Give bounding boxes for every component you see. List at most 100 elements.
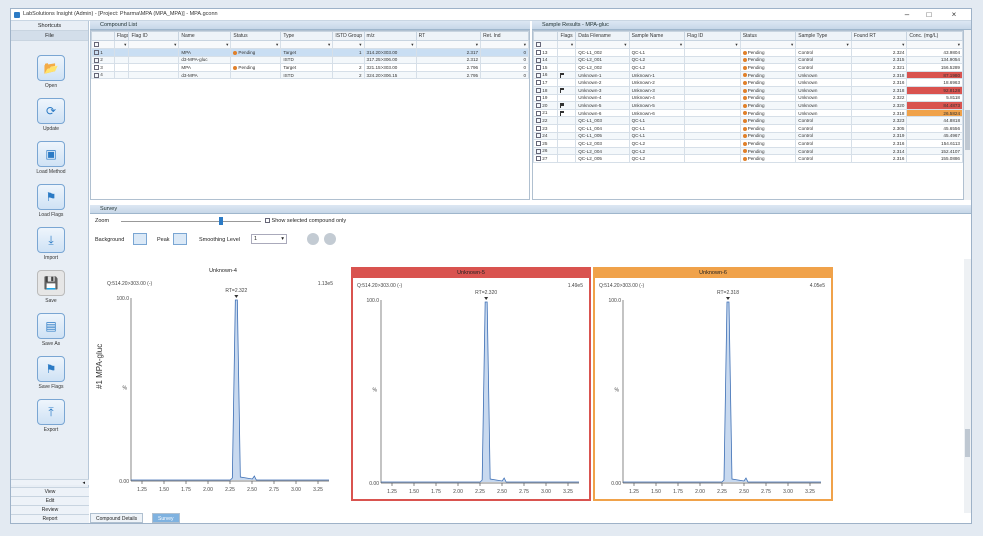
table-row[interactable]: 27 QC-L2_005 QC-L2 Pending Control 2.316 155.0… [533, 154, 963, 163]
table-row[interactable]: 16 Unknown-1 Unknown-1 Pending Unknown 2.318 8… [533, 70, 963, 80]
table-row[interactable]: 18 Unknown-3 Unknown-3 Pending Unknown 2.318 9… [533, 85, 963, 95]
table-cell: 44.8818 [906, 116, 963, 125]
results-scrollbar[interactable] [964, 30, 971, 200]
peak-marker [234, 295, 239, 298]
side-tab-report[interactable]: Report [11, 514, 89, 523]
zoom-handle[interactable] [219, 217, 223, 225]
column-header[interactable]: Data Filename [575, 31, 630, 41]
column-header[interactable]: Flags [113, 31, 130, 41]
chromatogram-unknown-4[interactable]: Unknown-4 Q:514.20>303.00 (-) 1.13e5 RT=2.3… [103, 267, 343, 508]
shortcuts-tab[interactable]: Shortcuts [11, 21, 88, 31]
peak-toggle[interactable] [173, 233, 187, 245]
table-row[interactable]: 24 QC-L1_005 QC-L1 Pending Control 2.319 45.49… [533, 131, 963, 141]
side-button-load-method[interactable]: ▣ Load Method [31, 141, 71, 175]
tab-survey[interactable]: Survey [152, 513, 180, 523]
column-header[interactable]: Type [280, 31, 334, 41]
filter-cell[interactable] [533, 40, 559, 49]
table-row[interactable]: 21 Unknown-6 Unknown-6 Pending Unknown 2.318 2… [533, 108, 963, 118]
table-row[interactable]: 19 Unknown-4 Unknown-4 Pending Unknown 2.322 5… [533, 93, 963, 103]
filter-cell[interactable]: ▾ [178, 40, 232, 49]
filter-cell[interactable]: ▾ [739, 40, 797, 49]
table-row[interactable]: 20 Unknown-5 Unknown-5 Pending Unknown 2.320 8… [533, 101, 963, 110]
table-row[interactable]: 26 QC-L2_004 QC-L2 Pending Control 2.314 152.4… [533, 146, 963, 156]
table-row[interactable]: 15 QC-L2_002 QC-L2 Pending Control 2.321 156.5… [533, 63, 963, 72]
filter-cell[interactable]: ▾ [280, 40, 334, 49]
side-button-update[interactable]: ⟳ Update [31, 98, 71, 132]
chromatogram-unknown-5[interactable]: Unknown-5 Q:514.20>303.00 (-) 1.49e5 RT=2.3… [351, 267, 591, 510]
column-header[interactable]: Name [178, 31, 232, 41]
table-row[interactable]: 3 MPA Pending Target 2 321.15>303.00 2.796 0 [91, 63, 529, 72]
show-selected-checkbox[interactable]: Show selected compound only [265, 218, 346, 224]
filter-cell[interactable]: ▾ [332, 40, 365, 49]
y-max-label: 100.0 [116, 296, 129, 302]
tab-compound-details[interactable]: Compound Details [90, 513, 144, 523]
column-header[interactable]: Conc. (mg/L) [906, 31, 963, 41]
column-header[interactable]: RT [415, 31, 482, 41]
column-header[interactable]: Flag ID [684, 31, 741, 41]
collapse-icon[interactable]: ◂ [11, 479, 89, 486]
column-header[interactable]: Status [230, 31, 282, 41]
table-row[interactable]: 22 QC-L1_003 QC-L1 Pending Control 2.323 44.88… [533, 116, 963, 125]
compound-list-title: Compound List [100, 22, 137, 28]
column-header[interactable]: Ret. Ind [480, 31, 529, 41]
filter-cell[interactable]: ▾ [575, 40, 630, 49]
zoom-slider[interactable] [121, 221, 261, 222]
filter-cell[interactable]: ▾ [906, 40, 963, 49]
column-header[interactable]: Sample Type [795, 31, 852, 41]
side-button-import[interactable]: ⤓ Import [31, 227, 71, 261]
column-header[interactable]: Flags [557, 31, 577, 41]
minimize-icon[interactable]: – [904, 10, 910, 19]
table-row[interactable]: 4 d3-MPA ISTD 2 324.20>306.15 2.795 0 [91, 70, 529, 80]
column-header[interactable]: Sample Name [628, 31, 686, 41]
column-header[interactable] [533, 31, 559, 41]
file-tab[interactable]: File [11, 31, 88, 41]
side-button-save-flags[interactable]: ⚑ Save Flags [31, 356, 71, 390]
side-tab-edit[interactable]: Edit [11, 496, 89, 505]
table-row[interactable]: 13 QC-L1_002 QC-L1 Pending Control 2.324 43.98… [533, 48, 963, 57]
column-header[interactable]: m/z [363, 31, 417, 41]
table-cell: d3-MPA [178, 70, 232, 80]
filter-cell[interactable]: ▾ [684, 40, 741, 49]
side-button-save-as[interactable]: ▤ Save As [31, 313, 71, 347]
side-button-save[interactable]: 💾 Save [31, 270, 71, 304]
side-tab-review[interactable]: Review [11, 505, 89, 514]
table-row[interactable]: 25 QC-L2_003 QC-L2 Pending Control 2.316 154.6… [533, 139, 963, 148]
mz-label: Q:514.20>303.00 (-) [599, 283, 645, 289]
prev-icon[interactable] [307, 233, 319, 245]
column-header[interactable] [91, 31, 115, 41]
column-header[interactable]: Found RT [850, 31, 908, 41]
column-header[interactable]: Flag ID [128, 31, 180, 41]
filter-cell[interactable]: ▾ [795, 40, 852, 49]
column-header[interactable]: ISTD Group [332, 31, 365, 41]
side-tab-view[interactable]: View [11, 487, 89, 496]
table-row[interactable]: 2 d3-MPA-gluc ISTD 317.25>306.00 2.312 0 [91, 55, 529, 65]
next-icon[interactable] [324, 233, 336, 245]
smoothing-select[interactable]: 1 ▾ [251, 234, 287, 244]
table-row[interactable]: 14 QC-L2_001 QC-L2 Pending Control 2.315 134.9… [533, 55, 963, 65]
side-button-load-flags[interactable]: ⚑ Load Flags [31, 184, 71, 218]
survey-scrollbar[interactable] [964, 259, 971, 513]
table-row[interactable]: 17 Unknown-2 Unknown-2 Pending Unknown 2.316 1… [533, 78, 963, 87]
filter-cell[interactable]: ▾ [230, 40, 282, 49]
maximize-icon[interactable]: □ [926, 10, 932, 19]
table-cell [684, 139, 741, 148]
close-icon[interactable]: × [951, 10, 957, 19]
table-row[interactable]: 23 QC-L1_004 QC-L1 Pending Control 2.305 45.65… [533, 123, 963, 133]
table-cell: QC-L2_003 [575, 139, 630, 148]
table-cell: Pending [739, 101, 797, 110]
table-row[interactable]: 1 MPA Pending Target 1 314.20>303.00 2.317 0 [91, 48, 529, 57]
filter-cell[interactable]: ▾ [363, 40, 417, 49]
side-button-export[interactable]: ⤒ Export [31, 399, 71, 433]
filter-cell[interactable]: ▾ [128, 40, 180, 49]
filter-cell[interactable]: ▾ [628, 40, 686, 49]
background-toggle[interactable] [133, 233, 147, 245]
filter-cell[interactable]: ▾ [480, 40, 529, 49]
filter-cell[interactable]: ▾ [557, 40, 577, 49]
filter-cell[interactable] [91, 40, 115, 49]
chromatogram-unknown-6[interactable]: Unknown-6 Q:514.20>303.00 (-) 4.05e5 RT=2.3… [593, 267, 833, 510]
column-header[interactable]: Status [739, 31, 797, 41]
filter-cell[interactable]: ▾ [850, 40, 908, 49]
filter-cell[interactable]: ▾ [415, 40, 482, 49]
filter-cell[interactable]: ▾ [113, 40, 130, 49]
side-button-open[interactable]: 📂 Open [31, 55, 71, 89]
